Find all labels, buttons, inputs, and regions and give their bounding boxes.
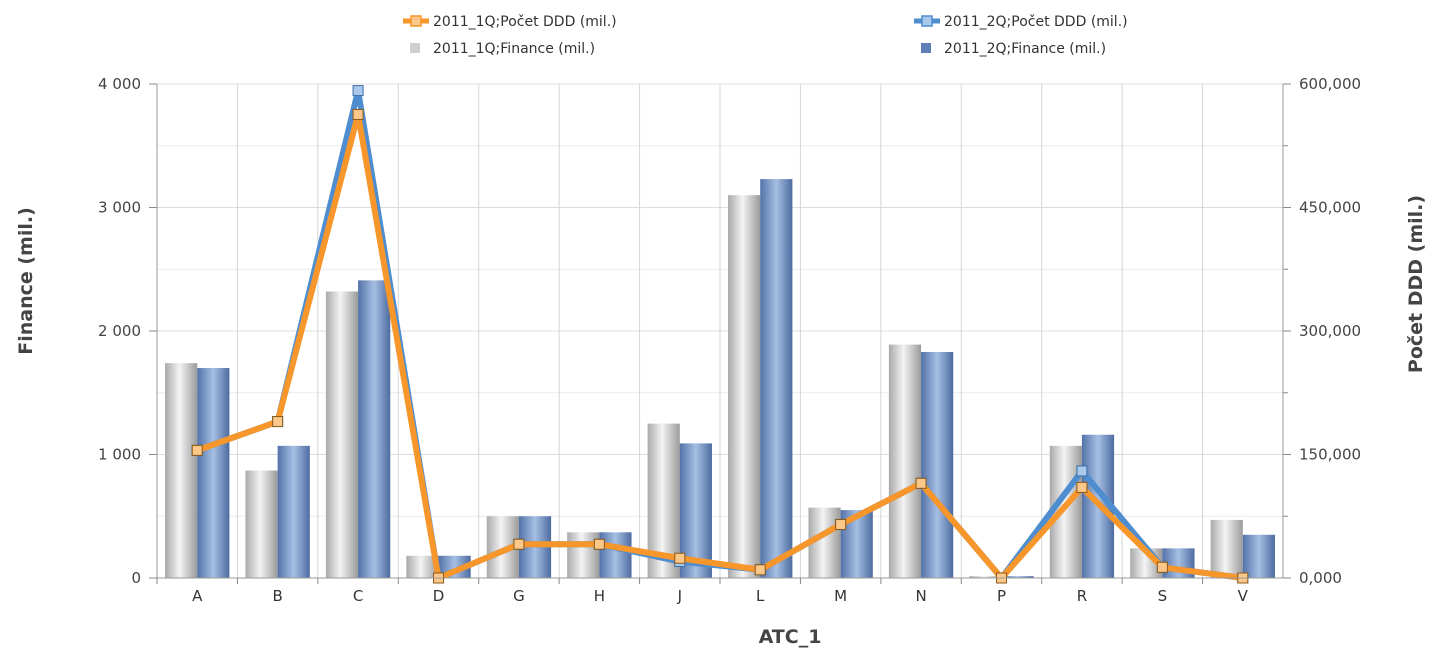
x-tick-label-M: M — [834, 587, 847, 605]
marker-2011-2q-R — [1076, 465, 1088, 477]
x-tick-label-R: R — [1077, 587, 1087, 605]
marker-2011-1q-C — [352, 108, 364, 120]
marker-2011-1q-S — [1156, 561, 1168, 573]
bar-2011-1q-finance-N — [888, 344, 922, 578]
legend-label: 2011_2Q;Finance (mil.) — [944, 41, 1106, 57]
x-tick-label-A: A — [192, 587, 203, 605]
x-axis-title: ATC_1 — [759, 626, 822, 648]
y-left-tick-label: 4 000 — [98, 75, 141, 93]
axes: 0 1 000 2 000 3 000 4 000 0,000 150,000 300,000… — [98, 75, 1361, 605]
marker-2011-2q-C — [352, 85, 364, 97]
bar-2011-2q-finance-P — [1001, 576, 1034, 578]
y-right-tick-label: 300,000 — [1299, 322, 1361, 340]
marker-2011-1q-N — [915, 477, 927, 489]
y-left-tick-label: 2 000 — [98, 322, 141, 340]
x-tick-label-J: J — [677, 587, 682, 605]
bars — [165, 179, 1275, 578]
marker-2011-1q-R — [1076, 481, 1088, 493]
marker-2011-1q-G — [513, 538, 525, 550]
bar-2011-1q-finance-A — [165, 363, 198, 578]
bar-2011-2q-finance-L — [760, 179, 793, 578]
bar-2011-2q-finance-V — [1242, 534, 1275, 578]
bar-2011-2q-finance-C — [358, 280, 391, 578]
x-tick-label-P: P — [997, 587, 1006, 605]
marker-2011-1q-L — [754, 564, 766, 576]
x-tick-label-N: N — [915, 587, 926, 605]
x-tick-label-G: G — [513, 587, 525, 605]
marker-2011-1q-B — [272, 416, 284, 428]
legend-label: 2011_2Q;Počet DDD (mil.) — [944, 14, 1128, 30]
marker-2011-1q-H — [593, 538, 605, 550]
bar-2011-1q-finance-C — [325, 291, 359, 578]
legend: 2011_1Q;Počet DDD (mil.) 2011_2Q;Počet DD… — [403, 14, 1128, 57]
y-left-tick-label: 1 000 — [98, 446, 141, 464]
x-tick-label-V: V — [1238, 587, 1249, 605]
y-left-tick-label: 0 — [131, 569, 141, 587]
legend-swatch-box — [921, 43, 931, 53]
bar-2011-2q-finance-B — [277, 445, 310, 578]
x-tick-label-C: C — [353, 587, 363, 605]
legend-swatch-marker — [410, 15, 422, 27]
marker-2011-1q-J — [674, 552, 686, 564]
line-2011-1q-pocet-ddd — [196, 111, 1244, 581]
bar-2011-1q-finance-D — [406, 555, 439, 578]
legend-label: 2011_1Q;Počet DDD (mil.) — [433, 14, 617, 30]
y-axis-left-title: Finance (mil.) — [15, 207, 37, 355]
marker-2011-1q-M — [835, 518, 847, 530]
bar-2011-1q-finance-L — [728, 195, 761, 578]
legend-swatch-marker — [921, 15, 933, 27]
x-tick-label-D: D — [433, 587, 445, 605]
x-tick-label-L: L — [756, 587, 765, 605]
legend-label: 2011_1Q;Finance (mil.) — [433, 41, 595, 57]
y-right-tick-label: 600,000 — [1299, 75, 1361, 93]
y-right-tick-label: 450,000 — [1299, 199, 1361, 217]
y-axis-right-title: Počet DDD (mil.) — [1405, 195, 1427, 373]
x-tick-label-S: S — [1158, 587, 1168, 605]
y-right-tick-label: 150,000 — [1299, 446, 1361, 464]
y-left-tick-label: 3 000 — [98, 199, 141, 217]
bar-2011-2q-finance-N — [921, 351, 954, 578]
marker-2011-1q-A — [191, 444, 203, 456]
bar-2011-2q-finance-A — [197, 368, 230, 578]
legend-swatch-box — [410, 43, 420, 53]
bar-2011-1q-finance-B — [245, 470, 278, 578]
bar-2011-1q-finance-V — [1210, 519, 1243, 578]
bar-2011-1q-finance-P — [969, 576, 1002, 578]
y-right-tick-label: 0,000 — [1299, 569, 1342, 587]
x-tick-label-B: B — [272, 587, 282, 605]
x-tick-label-H: H — [594, 587, 605, 605]
